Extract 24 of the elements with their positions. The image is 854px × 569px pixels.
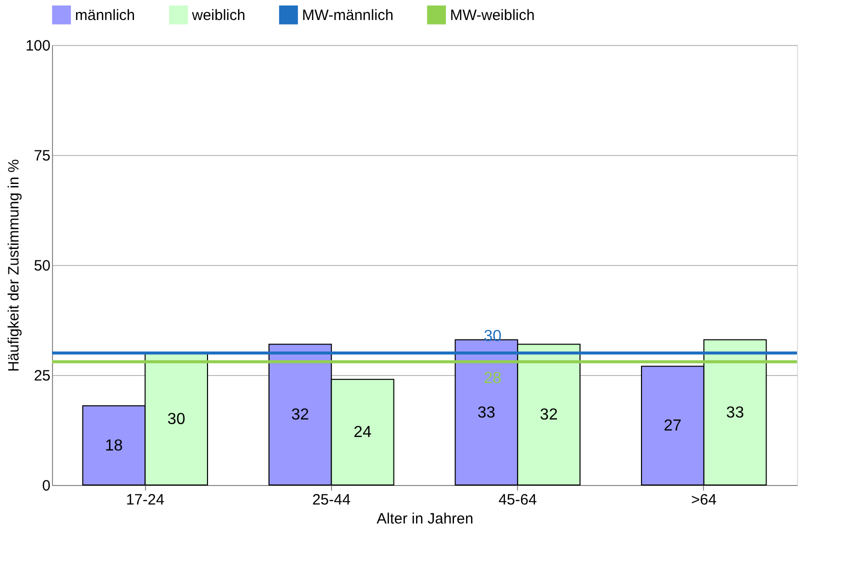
x-tick-label: 17-24 [126, 492, 164, 508]
data-label: 18 [105, 437, 123, 454]
data-label: 33 [726, 404, 744, 422]
data-label: 30 [167, 411, 186, 428]
y-tick-label: 50 [34, 258, 50, 274]
data-label: 32 [291, 406, 310, 424]
data-label: 24 [354, 424, 372, 442]
x-tick-label: 45-64 [498, 492, 537, 508]
y-tick-label: 75 [34, 148, 50, 164]
x-tick-label: >64 [691, 492, 717, 508]
y-axis-title: Häufigkeit der Zustimmung in % [5, 159, 22, 372]
x-tick-label: 25-44 [312, 492, 351, 508]
annotation: 28 [484, 370, 502, 387]
legend-label: MW-weiblich [450, 6, 535, 24]
y-tick-label: 0 [42, 478, 50, 494]
y-tick-label: 25 [34, 368, 50, 384]
legend-label: weiblich [191, 6, 246, 24]
legend-label: männlich [75, 6, 136, 24]
x-axis-title: Alter in Jahren [376, 510, 474, 528]
legend-label: MW-männlich [302, 6, 394, 24]
data-label: 32 [540, 406, 558, 424]
data-label: 33 [478, 404, 496, 422]
data-label: 27 [664, 418, 682, 435]
y-tick-label: 100 [25, 38, 50, 54]
